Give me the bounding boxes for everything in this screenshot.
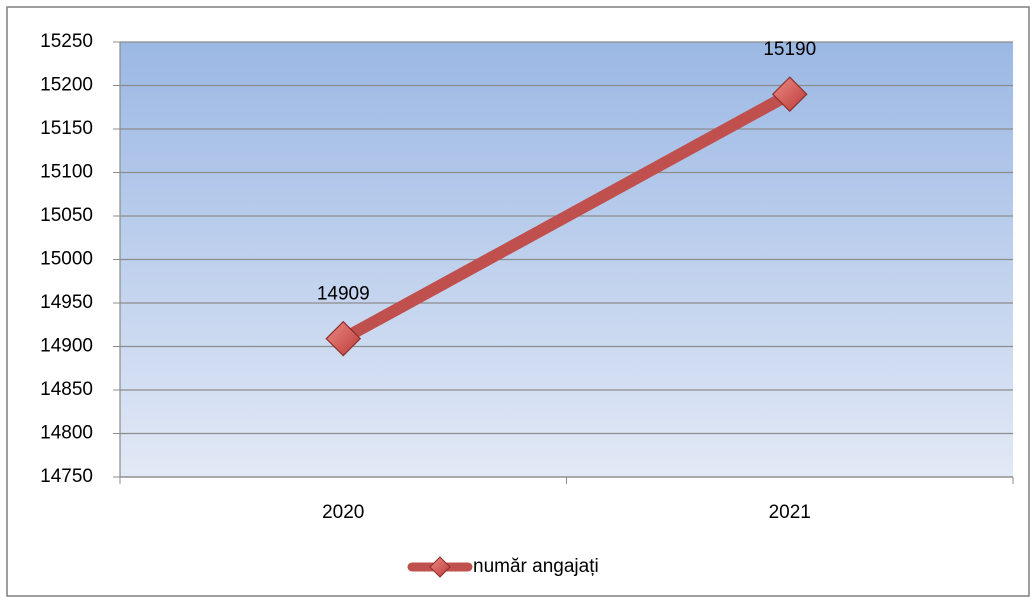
y-tick-label: 14850 (40, 379, 93, 400)
data-label: 15190 (763, 39, 816, 60)
y-tick-label: 15250 (40, 31, 93, 52)
y-tick-label: 15000 (40, 249, 93, 270)
series-line (337, 88, 796, 345)
legend-label: număr angajați (473, 556, 599, 577)
y-tick-label: 15100 (40, 162, 93, 183)
marker (771, 76, 808, 113)
data-label: 14909 (317, 284, 370, 305)
y-tick-label: 14800 (40, 423, 93, 444)
y-tick-label: 15050 (40, 205, 93, 226)
y-tick-label: 14950 (40, 292, 93, 313)
x-tick-label: 2021 (769, 502, 811, 523)
y-tick-label: 15150 (40, 118, 93, 139)
x-tick-label: 2020 (322, 502, 364, 523)
y-tick-label: 15200 (40, 75, 93, 96)
legend-marker (429, 556, 451, 578)
y-tick-label: 14750 (40, 466, 93, 487)
y-tick-label: 14900 (40, 336, 93, 357)
marker (325, 320, 362, 357)
